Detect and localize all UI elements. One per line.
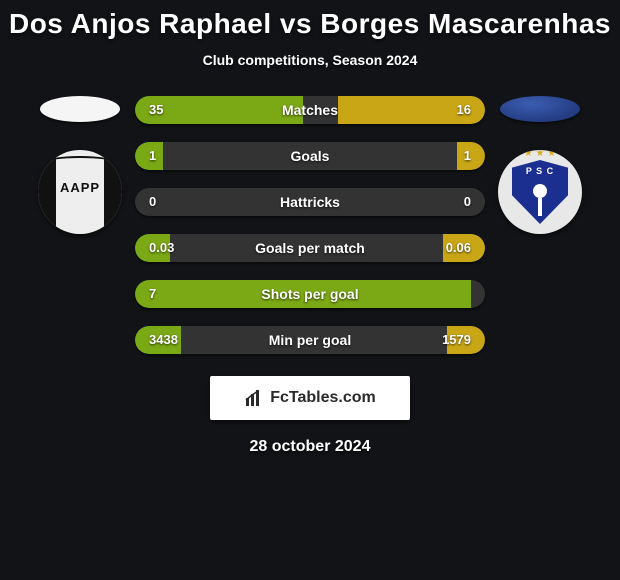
- stat-bar: 7Shots per goal: [135, 280, 485, 308]
- badge-arc-icon: [44, 156, 116, 170]
- stat-bar: 1Goals1: [135, 142, 485, 170]
- star-icon: ★ ★ ★: [498, 150, 582, 159]
- stat-label: Min per goal: [135, 326, 485, 354]
- page-subtitle: Club competitions, Season 2024: [0, 52, 620, 68]
- stat-right-value: 1: [464, 142, 471, 170]
- stat-bar: 0Hattricks0: [135, 188, 485, 216]
- brand-badge: FcTables.com: [210, 376, 410, 420]
- right-player-head-icon: [500, 96, 580, 122]
- shield-text: P S C: [512, 166, 568, 176]
- right-player-column: ★ ★ ★ P S C: [485, 96, 595, 234]
- stat-label: Hattricks: [135, 188, 485, 216]
- stat-label: Goals per match: [135, 234, 485, 262]
- left-player-head-icon: [40, 96, 120, 122]
- stat-label: Goals: [135, 142, 485, 170]
- shield-line-icon: [538, 198, 542, 216]
- stat-right-value: 16: [457, 96, 471, 124]
- snapshot-date: 28 october 2024: [0, 438, 620, 456]
- stat-bar: 0.03Goals per match0.06: [135, 234, 485, 262]
- brand-text: FcTables.com: [270, 389, 376, 407]
- stat-bar: 3438Min per goal1579: [135, 326, 485, 354]
- stat-right-value: 0: [464, 188, 471, 216]
- right-club-badge: ★ ★ ★ P S C: [498, 150, 582, 234]
- shield-dot-icon: [533, 184, 547, 198]
- left-badge-text: AAPP: [38, 180, 122, 195]
- stats-bars: 35Matches16 1Goals1 0Hattricks0 0.03Goals p…: [135, 96, 485, 372]
- brand-chart-icon: [244, 388, 264, 408]
- stat-right-value: 1579: [442, 326, 471, 354]
- comparison-card: Dos Anjos Raphael vs Borges Mascarenhas …: [0, 0, 620, 580]
- stat-label: Shots per goal: [135, 280, 485, 308]
- stat-label: Matches: [135, 96, 485, 124]
- content-row: AAPP 35Matches16 1Goals1 0Hattricks0 0.03Go…: [0, 96, 620, 372]
- left-club-badge: AAPP: [38, 150, 122, 234]
- shield-icon: P S C: [512, 160, 568, 224]
- stat-bar: 35Matches16: [135, 96, 485, 124]
- page-title: Dos Anjos Raphael vs Borges Mascarenhas: [0, 0, 620, 40]
- stat-right-value: 0.06: [446, 234, 471, 262]
- left-player-column: AAPP: [25, 96, 135, 234]
